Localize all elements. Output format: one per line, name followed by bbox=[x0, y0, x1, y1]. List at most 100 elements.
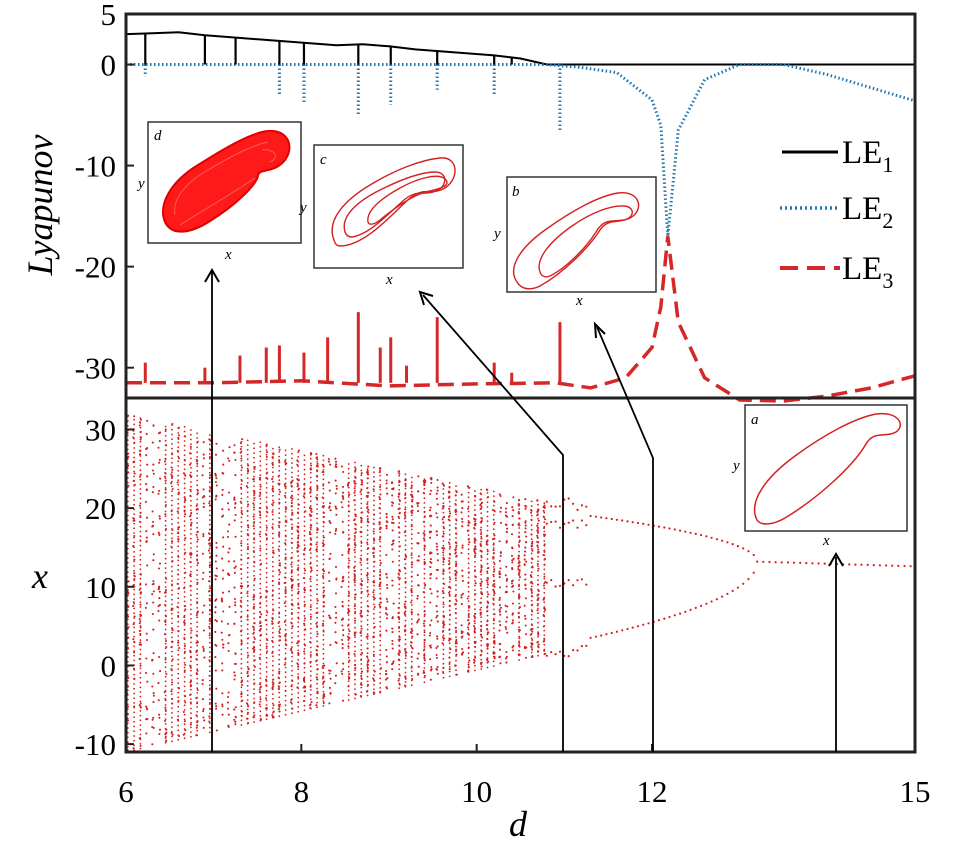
bifurcation-point bbox=[183, 567, 186, 570]
bifurcation-point bbox=[139, 702, 142, 705]
bifurcation-point bbox=[222, 569, 225, 572]
bifurcation-point bbox=[480, 564, 483, 567]
bifurcation-point bbox=[278, 507, 281, 510]
bifurcation-point bbox=[183, 487, 186, 490]
bifurcation-point bbox=[208, 684, 211, 687]
bifurcation-point bbox=[208, 542, 211, 545]
bifurcation-point bbox=[342, 579, 345, 582]
bifurcation-point bbox=[139, 603, 142, 606]
bifurcation-point bbox=[398, 564, 401, 567]
bifurcation-point bbox=[480, 597, 483, 600]
bifurcation-point bbox=[171, 683, 173, 686]
bifurcation-point bbox=[354, 589, 356, 591]
bifurcation-point bbox=[373, 575, 375, 577]
bifurcation-point bbox=[278, 670, 281, 673]
bifurcation-point bbox=[404, 558, 407, 561]
bifurcation-point bbox=[234, 723, 237, 726]
bifurcation-point bbox=[190, 429, 192, 431]
bifurcation-point bbox=[246, 722, 249, 725]
bifurcation-point bbox=[291, 625, 294, 628]
bifurcation-point bbox=[435, 653, 438, 657]
bifurcation-point bbox=[291, 702, 293, 705]
bifurcation-point bbox=[404, 624, 407, 627]
bifurcation-point bbox=[291, 707, 293, 710]
bifurcation-point bbox=[139, 601, 142, 604]
bifurcation-point bbox=[518, 527, 520, 529]
bifurcation-point bbox=[177, 616, 180, 618]
bifurcation-point bbox=[524, 624, 527, 627]
bifurcation-point bbox=[572, 519, 575, 522]
bifurcation-point bbox=[404, 553, 407, 556]
bifurcation-point bbox=[347, 628, 350, 631]
bifurcation-point bbox=[133, 484, 136, 487]
bifurcation-point bbox=[436, 665, 439, 669]
bifurcation-point bbox=[297, 675, 300, 679]
bifurcation-point bbox=[322, 587, 325, 589]
bifurcation-point bbox=[504, 574, 507, 577]
bifurcation-point bbox=[461, 517, 464, 520]
bifurcation-point bbox=[448, 623, 451, 626]
bifurcation-point bbox=[373, 674, 375, 677]
bifurcation-point bbox=[196, 597, 199, 600]
bifurcation-point bbox=[410, 563, 414, 566]
bifurcation-point bbox=[303, 662, 306, 664]
bifurcation-point bbox=[316, 692, 318, 695]
bifurcation-point bbox=[309, 637, 312, 639]
bifurcation-point bbox=[442, 676, 445, 679]
bifurcation-point bbox=[265, 675, 268, 678]
bifurcation-point bbox=[284, 619, 287, 622]
bifurcation-point bbox=[492, 509, 495, 512]
bifurcation-point bbox=[240, 672, 243, 674]
bifurcation-point bbox=[127, 592, 130, 595]
bifurcation-point bbox=[486, 647, 489, 650]
bifurcation-point bbox=[164, 732, 167, 735]
bifurcation-point bbox=[139, 724, 142, 726]
bifurcation-point bbox=[215, 707, 218, 710]
bifurcation-point bbox=[183, 572, 186, 574]
bifurcation-point bbox=[379, 592, 382, 595]
bifurcation-point bbox=[511, 561, 514, 564]
bifurcation-point bbox=[208, 656, 211, 658]
bifurcation-point bbox=[159, 477, 162, 480]
bifurcation-point bbox=[499, 521, 503, 524]
inset-d-label: d bbox=[154, 128, 162, 144]
bifurcation-point bbox=[183, 473, 186, 475]
bifurcation-point bbox=[177, 432, 180, 434]
bifurcation-point bbox=[246, 713, 249, 715]
bifurcation-point bbox=[246, 566, 249, 569]
bifurcation-point bbox=[480, 535, 483, 538]
bifurcation-point bbox=[272, 523, 274, 525]
lyapunov-series-le2 bbox=[126, 63, 916, 237]
bifurcation-point bbox=[196, 531, 199, 534]
bifurcation-point bbox=[183, 720, 186, 723]
bifurcation-point bbox=[373, 608, 375, 610]
bifurcation-point bbox=[208, 571, 211, 573]
bifurcation-point bbox=[291, 485, 293, 488]
bifurcation-point bbox=[196, 465, 199, 468]
bifurcation-point bbox=[492, 561, 495, 564]
bifurcation-point bbox=[404, 482, 407, 485]
bifurcation-point bbox=[436, 637, 439, 640]
bifurcation-point bbox=[442, 639, 445, 641]
bifurcation-point bbox=[410, 580, 413, 583]
bifurcation-point bbox=[221, 591, 225, 594]
bifurcation-point bbox=[481, 636, 484, 639]
bifurcation-point bbox=[379, 578, 382, 581]
bifurcation-point bbox=[170, 482, 173, 485]
bifurcation-point bbox=[226, 622, 229, 625]
bifurcation-point bbox=[164, 557, 167, 560]
bifurcation-point bbox=[429, 631, 432, 635]
bifurcation-point bbox=[505, 585, 508, 588]
bifurcation-point bbox=[366, 642, 369, 645]
bifurcation-point bbox=[342, 634, 345, 637]
bifurcation-point bbox=[316, 583, 318, 586]
bifurcation-point bbox=[190, 679, 192, 682]
bifurcation-point bbox=[196, 460, 199, 463]
bifurcation-point bbox=[353, 566, 356, 569]
bifurcation-point bbox=[177, 715, 180, 718]
bifurcation-point bbox=[346, 635, 350, 638]
bifurcation-point bbox=[246, 543, 249, 546]
bifurcation-point bbox=[283, 663, 286, 666]
bifurcation-point bbox=[144, 606, 147, 609]
bifurcation-point bbox=[373, 679, 375, 681]
